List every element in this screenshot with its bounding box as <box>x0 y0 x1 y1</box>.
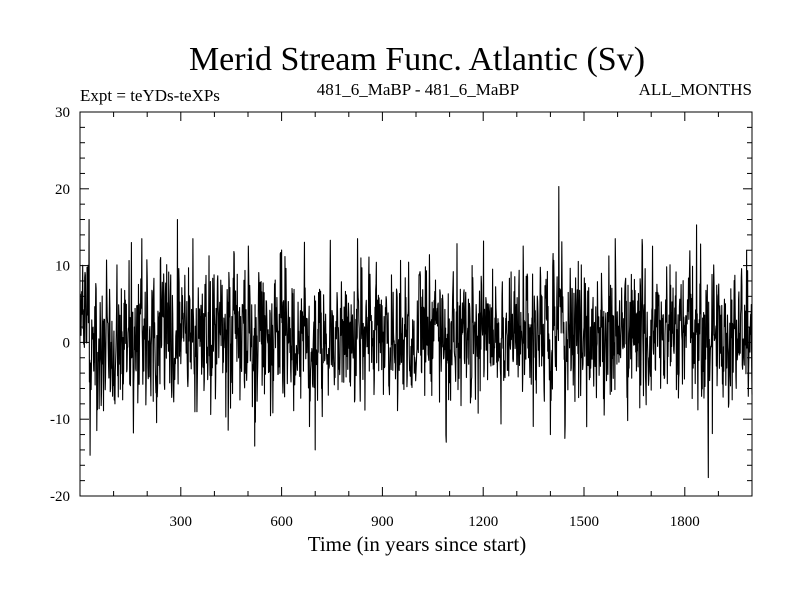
x-tick-label: 1200 <box>468 514 498 530</box>
x-tick-label: 900 <box>371 514 394 530</box>
months-label: ALL_MONTHS <box>639 80 752 99</box>
x-tick-label: 600 <box>270 514 293 530</box>
chart-title: Merid Stream Func. Atlantic (Sv) <box>189 41 645 78</box>
y-tick-label: -10 <box>50 412 70 428</box>
series-line-stream-function <box>79 185 753 479</box>
y-tick-label: -20 <box>50 489 70 505</box>
series-layer <box>79 185 753 479</box>
y-tick-label: 10 <box>55 259 70 275</box>
y-tick-label: 0 <box>63 335 71 351</box>
x-tick-label: 1500 <box>569 514 599 530</box>
plot-frame <box>79 111 753 497</box>
period-label: 481_6_MaBP - 481_6_MaBP <box>317 80 519 99</box>
experiment-label: Expt = teYDs-teXPs <box>80 86 220 105</box>
y-tick-label: 20 <box>55 182 70 198</box>
y-tick-label: 30 <box>55 105 70 121</box>
x-tick-label: 1800 <box>670 514 700 530</box>
ticks-layer: -20 -10 0 10 20 30 300 600 900 1200 1500 1800 <box>50 105 752 530</box>
x-tick-label: 300 <box>170 514 193 530</box>
x-axis-label: Time (in years since start) <box>308 532 527 556</box>
